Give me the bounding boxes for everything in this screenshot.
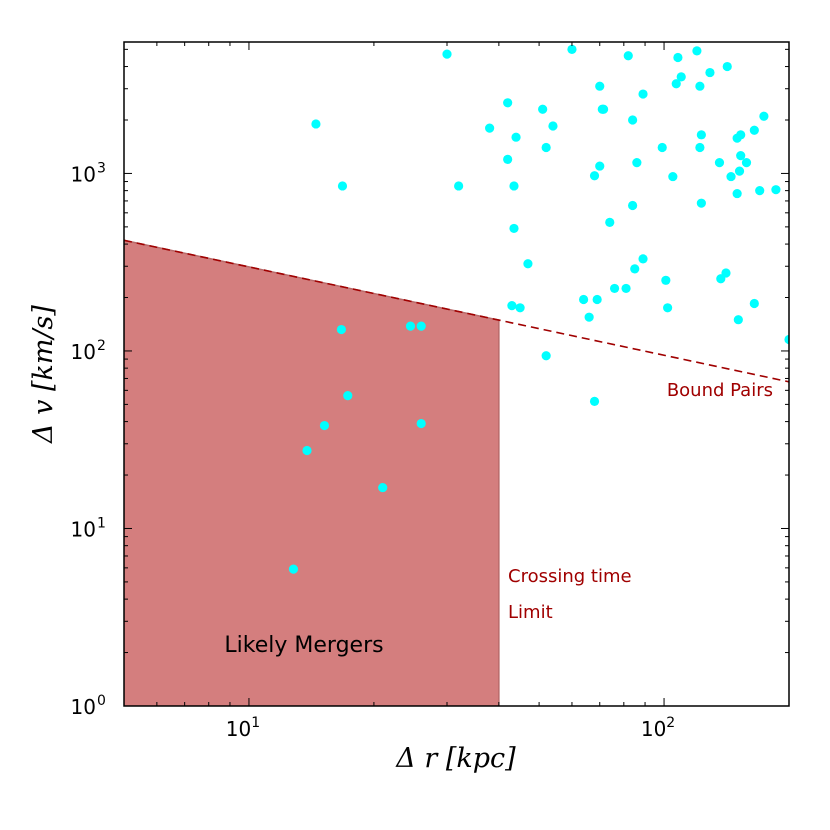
y-tick-exponent: 2 bbox=[97, 338, 106, 354]
data-point bbox=[405, 321, 416, 331]
data-point bbox=[696, 130, 706, 140]
data-point bbox=[732, 188, 742, 199]
data-point bbox=[628, 115, 638, 125]
points-layer bbox=[288, 44, 789, 574]
y-tick-label: 10 bbox=[71, 162, 96, 186]
data-point bbox=[705, 67, 715, 78]
data-point bbox=[302, 445, 312, 456]
data-point bbox=[442, 49, 452, 59]
data-point bbox=[695, 81, 705, 91]
data-point bbox=[733, 315, 743, 325]
data-point bbox=[416, 418, 426, 429]
data-point bbox=[584, 312, 594, 322]
data-point bbox=[454, 181, 464, 191]
data-point bbox=[378, 482, 388, 493]
data-point bbox=[755, 186, 765, 196]
data-point bbox=[623, 51, 633, 61]
data-point bbox=[605, 217, 615, 227]
data-point bbox=[523, 259, 533, 269]
data-point bbox=[595, 161, 605, 171]
data-point bbox=[638, 254, 648, 264]
data-point bbox=[509, 181, 519, 191]
data-point bbox=[714, 158, 725, 168]
data-point bbox=[771, 185, 781, 195]
data-point bbox=[661, 275, 671, 285]
data-point bbox=[507, 301, 517, 311]
data-point bbox=[609, 283, 620, 294]
data-point bbox=[692, 46, 702, 56]
data-point bbox=[628, 200, 638, 211]
data-point bbox=[736, 130, 746, 140]
data-point bbox=[311, 119, 321, 129]
line-layer bbox=[124, 239, 789, 383]
data-point bbox=[741, 158, 752, 168]
data-point bbox=[749, 125, 759, 135]
data-point bbox=[416, 321, 426, 331]
data-point bbox=[337, 181, 348, 191]
y-tick-label: 10 bbox=[71, 517, 96, 541]
data-point bbox=[671, 79, 681, 89]
data-point bbox=[695, 142, 705, 153]
data-point bbox=[638, 89, 648, 99]
data-point bbox=[676, 72, 686, 82]
data-point bbox=[632, 158, 642, 168]
data-point bbox=[589, 171, 600, 181]
y-tick-exponent: 0 bbox=[97, 693, 106, 709]
data-point bbox=[716, 274, 726, 284]
data-point bbox=[598, 104, 609, 114]
data-point bbox=[319, 420, 330, 431]
data-point bbox=[749, 298, 759, 309]
annotation-bound-pairs: Bound Pairs bbox=[667, 380, 773, 401]
data-point bbox=[592, 294, 602, 305]
data-point bbox=[696, 198, 706, 208]
data-point bbox=[538, 104, 548, 114]
data-point bbox=[759, 111, 769, 121]
x-axis-label: Δ r [kpc] bbox=[395, 743, 516, 774]
data-point bbox=[541, 351, 551, 361]
data-point bbox=[726, 171, 736, 182]
y-axis-label: Δ v [km/s] bbox=[28, 305, 59, 444]
y-tick-exponent: 1 bbox=[97, 515, 106, 531]
data-point bbox=[548, 121, 558, 131]
data-point bbox=[673, 52, 683, 63]
data-point bbox=[589, 396, 600, 406]
data-point bbox=[668, 171, 678, 182]
data-point bbox=[734, 166, 745, 176]
data-point bbox=[595, 81, 605, 91]
data-point bbox=[288, 564, 299, 574]
data-point bbox=[621, 283, 631, 294]
data-point bbox=[509, 223, 519, 234]
annotation-likely-mergers: Likely Mergers bbox=[224, 633, 383, 658]
data-point bbox=[630, 264, 640, 274]
data-point bbox=[343, 391, 353, 401]
data-point bbox=[541, 142, 551, 153]
data-point bbox=[736, 151, 746, 161]
data-point bbox=[784, 334, 789, 345]
y-tick-exponent: 3 bbox=[97, 160, 106, 176]
bound-pairs-line bbox=[124, 239, 789, 383]
annotation-crossing-limit: Limit bbox=[508, 602, 553, 623]
data-point bbox=[663, 303, 673, 313]
y-tick-label: 10 bbox=[71, 340, 96, 364]
data-point bbox=[336, 324, 347, 335]
data-point bbox=[485, 123, 495, 133]
data-point bbox=[657, 142, 667, 153]
y-tick-label: 10 bbox=[71, 695, 96, 719]
data-point bbox=[578, 294, 589, 305]
data-point bbox=[722, 61, 732, 72]
data-point bbox=[567, 44, 577, 54]
data-point bbox=[503, 98, 513, 108]
annotation-crossing-time: Crossing time bbox=[508, 566, 632, 587]
data-point bbox=[503, 154, 513, 164]
data-point bbox=[515, 303, 525, 313]
plot-frame bbox=[123, 41, 790, 707]
data-point bbox=[511, 132, 521, 142]
